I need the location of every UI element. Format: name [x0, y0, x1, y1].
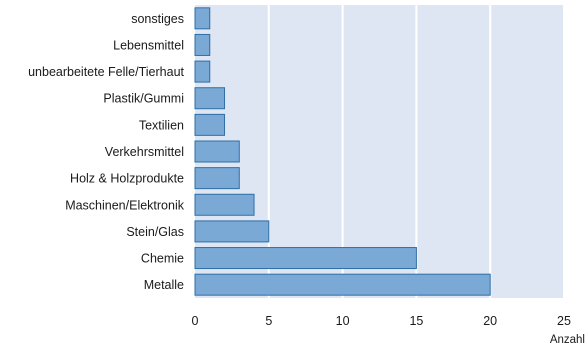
bar — [194, 247, 417, 270]
bar — [194, 7, 211, 30]
bar — [194, 273, 491, 296]
bar — [194, 220, 270, 243]
category-label: Stein/Glas — [126, 225, 184, 239]
bar — [194, 167, 240, 190]
x-tick-label: 15 — [409, 314, 423, 328]
category-label: sonstiges — [131, 12, 184, 26]
bar — [194, 87, 226, 110]
bar — [194, 113, 226, 136]
bar — [194, 193, 255, 216]
category-label: Holz & Holzprodukte — [70, 172, 184, 186]
x-tick-label: 10 — [336, 314, 350, 328]
category-label: Plastik/Gummi — [103, 92, 184, 106]
category-label: Textilien — [139, 118, 184, 132]
x-tick-label: 20 — [483, 314, 497, 328]
x-tick-label: 5 — [265, 314, 272, 328]
bar — [194, 60, 211, 83]
x-tick-label: 0 — [192, 314, 199, 328]
bar — [194, 33, 211, 56]
category-labels: sonstiges Lebensmittel unbearbeitete Felle… — [28, 12, 185, 292]
category-label: Metalle — [144, 278, 184, 292]
x-axis-label: Anzahl — [550, 334, 585, 346]
x-tick-label: 25 — [557, 314, 571, 328]
bars — [194, 7, 491, 296]
bar — [194, 140, 240, 163]
category-label: unbearbeitete Felle/Tierhaut — [28, 65, 184, 79]
x-tick-labels: 0 5 10 15 20 25 — [192, 314, 571, 328]
category-label: Lebensmittel — [113, 38, 184, 52]
category-label: Maschinen/Elektronik — [65, 198, 185, 212]
category-label: Chemie — [141, 252, 184, 266]
category-label: Verkehrsmittel — [105, 145, 184, 159]
